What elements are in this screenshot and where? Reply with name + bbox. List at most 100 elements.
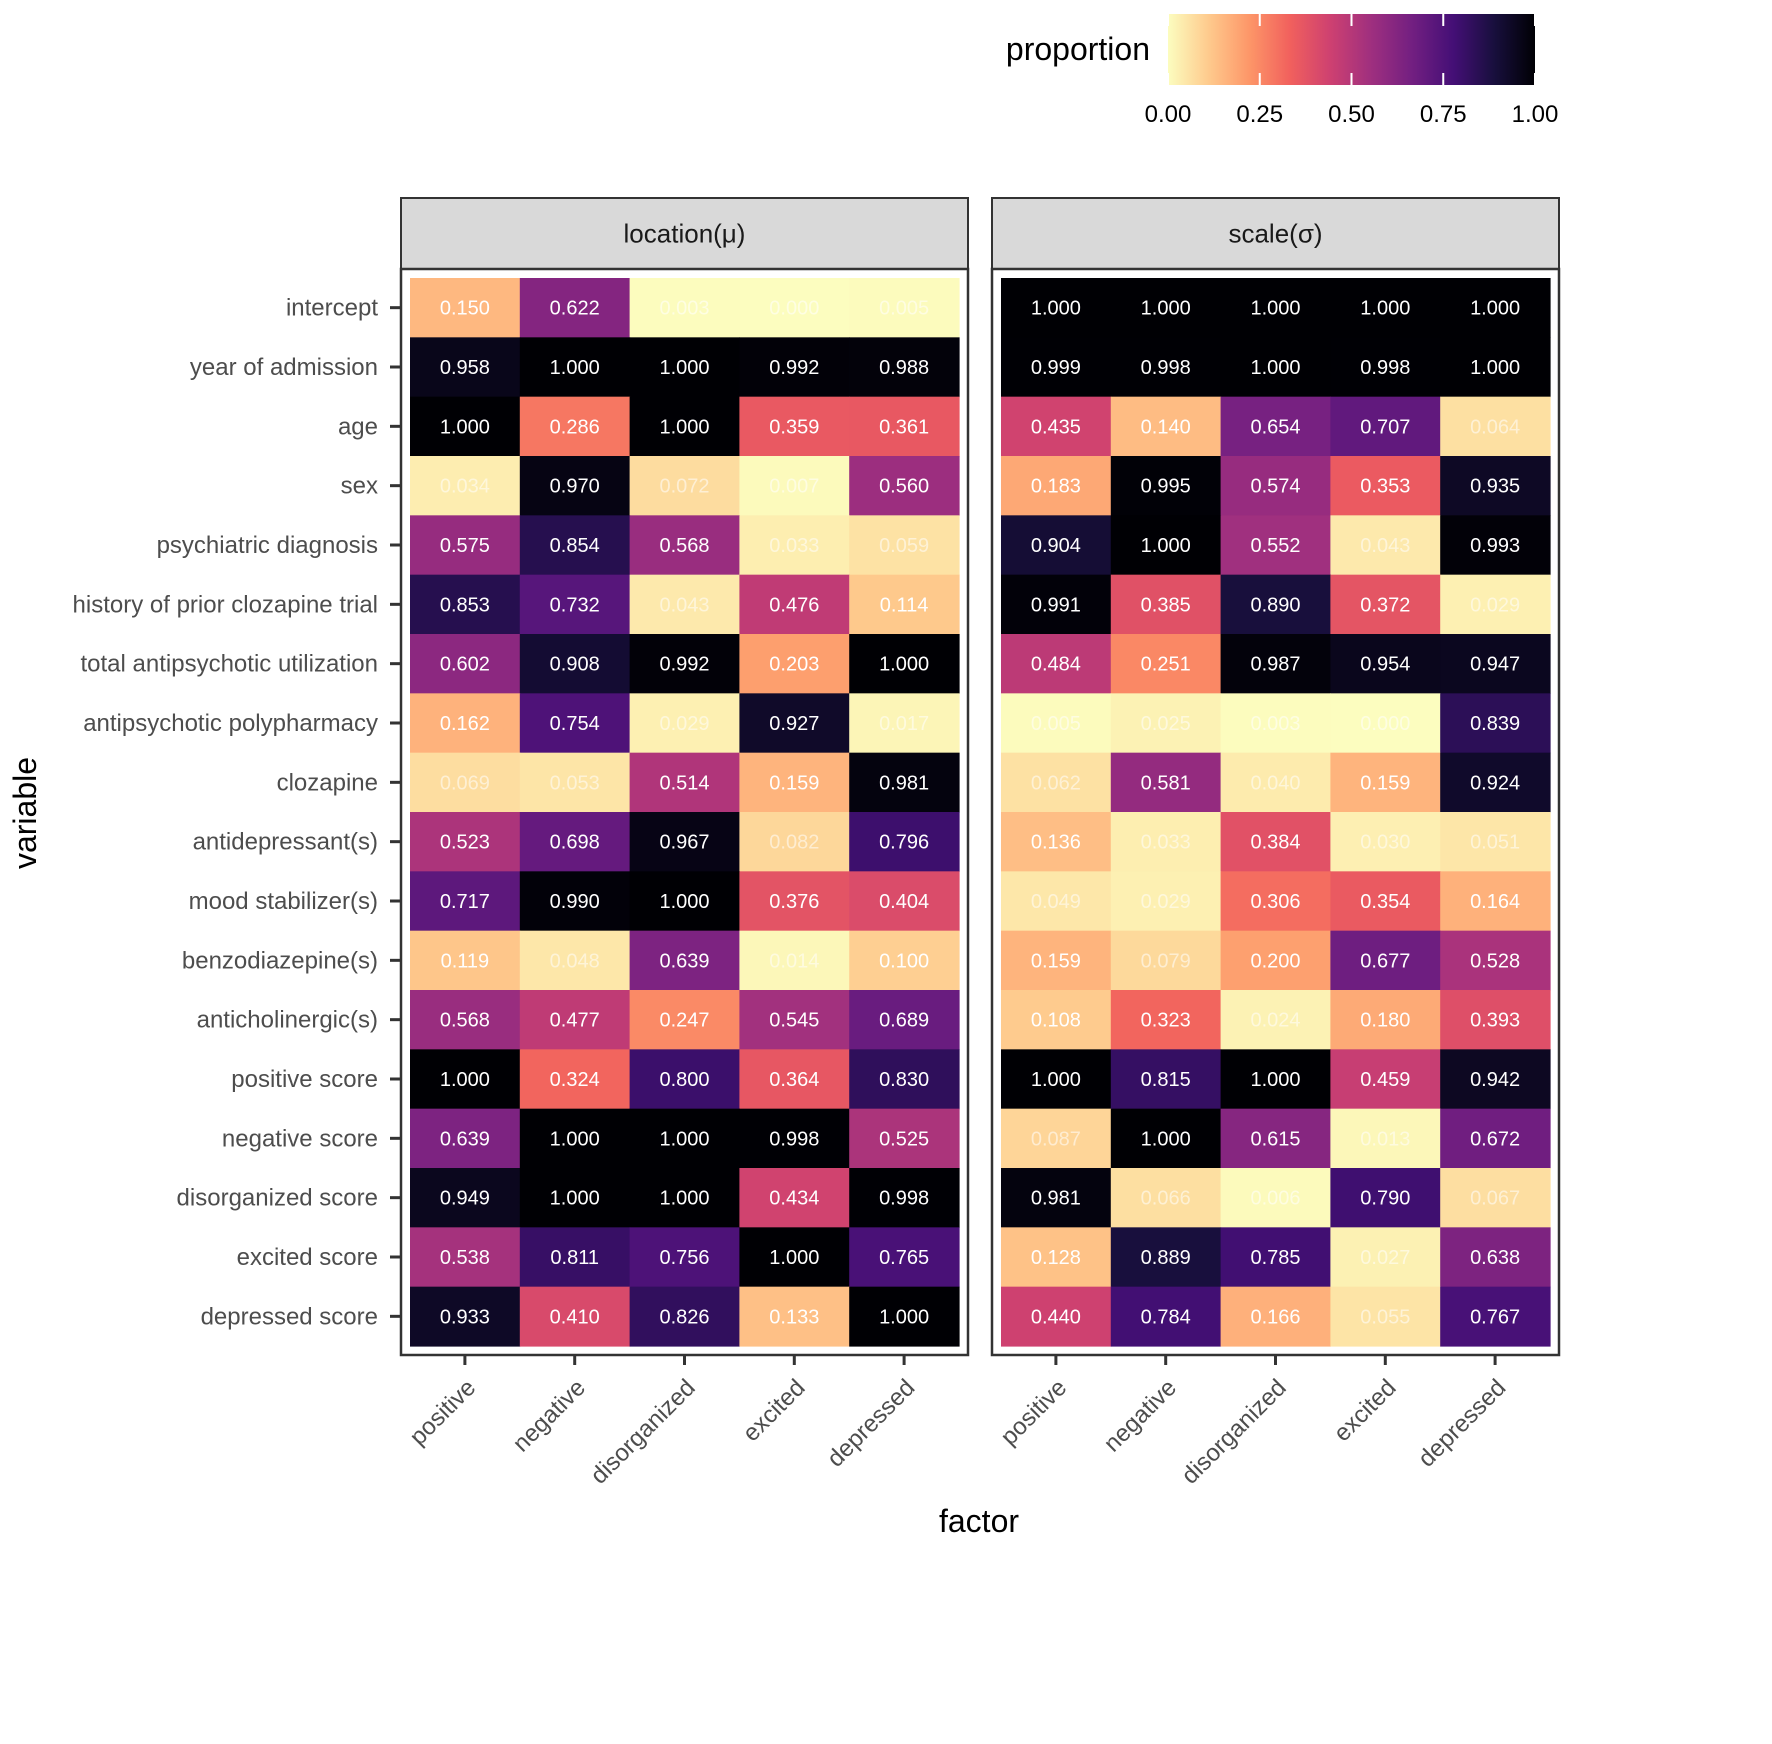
cell-value-label: 0.477: [550, 1010, 600, 1032]
heatmap-cell: [1220, 337, 1331, 398]
heatmap-cell: [739, 515, 850, 576]
heatmap-cell: [410, 337, 521, 398]
cell-value-label: 0.889: [1141, 1247, 1191, 1269]
heatmap-cell: [629, 337, 740, 398]
heatmap-cell: [1001, 752, 1112, 813]
cell-value-label: 0.854: [550, 535, 600, 557]
heatmap-cell: [1220, 1227, 1331, 1288]
cell-value-label: 1.000: [1031, 1069, 1081, 1091]
legend-tick-label: 0.00: [1145, 101, 1192, 128]
cell-value-label: 0.523: [440, 832, 490, 854]
heatmap-cell: [519, 871, 631, 932]
cell-value-label: 0.528: [1470, 950, 1520, 972]
cell-value-label: 1.000: [550, 1188, 600, 1210]
y-tick-label: excited score: [237, 1244, 378, 1271]
cell-value-label: 0.954: [1360, 654, 1410, 676]
cell-value-label: 0.079: [1141, 950, 1191, 972]
heatmap-cell: [1110, 812, 1222, 872]
heatmap-cell: [739, 812, 850, 872]
cell-value-label: 1.000: [879, 654, 929, 676]
heatmap-cell: [1110, 396, 1222, 457]
cell-value-label: 1.000: [769, 1247, 819, 1269]
cell-value-label: 0.072: [659, 476, 709, 498]
heatmap-cell: [849, 812, 960, 872]
heatmap-cell: [1330, 396, 1441, 457]
cell-value-label: 0.484: [1031, 654, 1081, 676]
heatmap-cell: [1001, 812, 1112, 872]
y-tick-label: negative score: [222, 1125, 378, 1152]
cell-value-label: 0.434: [769, 1188, 819, 1210]
heatmap-cell: [1220, 1168, 1331, 1228]
heatmap-cell: [739, 456, 850, 516]
cell-value-label: 0.404: [879, 891, 929, 913]
heatmap-cell: [629, 871, 740, 932]
heatmap-cell: [1001, 990, 1112, 1050]
cell-value-label: 0.908: [550, 654, 600, 676]
cell-value-label: 1.000: [1141, 298, 1191, 320]
cell-value-label: 0.251: [1141, 654, 1191, 676]
heatmap-cell: [410, 1286, 521, 1347]
cell-value-label: 0.140: [1141, 416, 1191, 438]
cell-value-label: 0.991: [1031, 594, 1081, 616]
x-tick-label: depressed: [1413, 1374, 1511, 1472]
cell-value-label: 0.025: [1141, 713, 1191, 735]
y-tick-label: antipsychotic polypharmacy: [83, 710, 378, 737]
cell-value-label: 0.796: [879, 832, 929, 854]
heatmap-cell: [1330, 1227, 1441, 1288]
heatmap-cell: [629, 752, 740, 813]
cell-value-label: 0.376: [769, 891, 819, 913]
heatmap-cell: [739, 752, 850, 813]
cell-value-label: 0.003: [659, 298, 709, 320]
cell-value-label: 0.027: [1360, 1247, 1410, 1269]
legend: proportion 0.00 0.25 0.50 0.75 1.00: [1006, 14, 1558, 128]
legend-tick-label: 0.25: [1236, 101, 1283, 128]
heatmap-cell: [739, 1168, 850, 1228]
cell-value-label: 0.800: [659, 1069, 709, 1091]
cell-value-label: 0.055: [1360, 1306, 1410, 1328]
strip-title: location(μ): [624, 219, 746, 249]
cell-value-label: 1.000: [879, 1306, 929, 1328]
heatmap-cell: [629, 278, 740, 338]
x-tick-label: negative: [1099, 1374, 1182, 1457]
cell-value-label: 0.615: [1250, 1128, 1300, 1150]
y-tick-label: disorganized score: [177, 1185, 378, 1212]
heatmap-cell: [1110, 1227, 1222, 1288]
cell-value-label: 0.087: [1031, 1128, 1081, 1150]
heatmap-cell: [1220, 278, 1331, 338]
cell-value-label: 0.990: [550, 891, 600, 913]
cell-value-label: 1.000: [1250, 1069, 1300, 1091]
cell-value-label: 0.756: [659, 1247, 709, 1269]
cell-value-label: 1.000: [550, 1128, 600, 1150]
heatmap-cell: [849, 1108, 960, 1169]
heatmap-cell: [629, 1168, 740, 1228]
heatmap-cell: [629, 1108, 740, 1169]
heatmap-cell: [1330, 456, 1441, 516]
cell-value-label: 0.998: [1360, 357, 1410, 379]
heatmap-cell: [1440, 871, 1551, 932]
heatmap-cell: [849, 1227, 960, 1288]
cell-value-label: 0.998: [769, 1128, 819, 1150]
cell-value-label: 0.384: [1250, 832, 1300, 854]
cell-value-label: 0.247: [659, 1010, 709, 1032]
heatmap-cell: [1330, 752, 1441, 813]
heatmap-cell: [1440, 456, 1551, 516]
heatmap-cell: [1220, 1286, 1331, 1347]
y-tick-label: year of admission: [190, 354, 378, 381]
heatmap-cell: [410, 693, 521, 754]
heatmap-cell: [1440, 1286, 1551, 1347]
cell-value-label: 0.560: [879, 476, 929, 498]
heatmap-cell: [1001, 456, 1112, 516]
heatmap-cell: [1220, 930, 1331, 991]
cell-value-label: 0.993: [1470, 535, 1520, 557]
heatmap-cell: [739, 396, 850, 457]
cell-value-label: 0.552: [1250, 535, 1300, 557]
heatmap-cell: [1001, 1227, 1112, 1288]
heatmap-cell: [849, 634, 960, 694]
cell-value-label: 0.707: [1360, 416, 1410, 438]
heatmap-cell: [629, 456, 740, 516]
heatmap-cell: [1110, 574, 1222, 635]
legend-title: proportion: [1006, 31, 1150, 67]
heatmap-cell: [1110, 456, 1222, 516]
legend-tick-label: 1.00: [1512, 101, 1559, 128]
cell-value-label: 1.000: [659, 357, 709, 379]
